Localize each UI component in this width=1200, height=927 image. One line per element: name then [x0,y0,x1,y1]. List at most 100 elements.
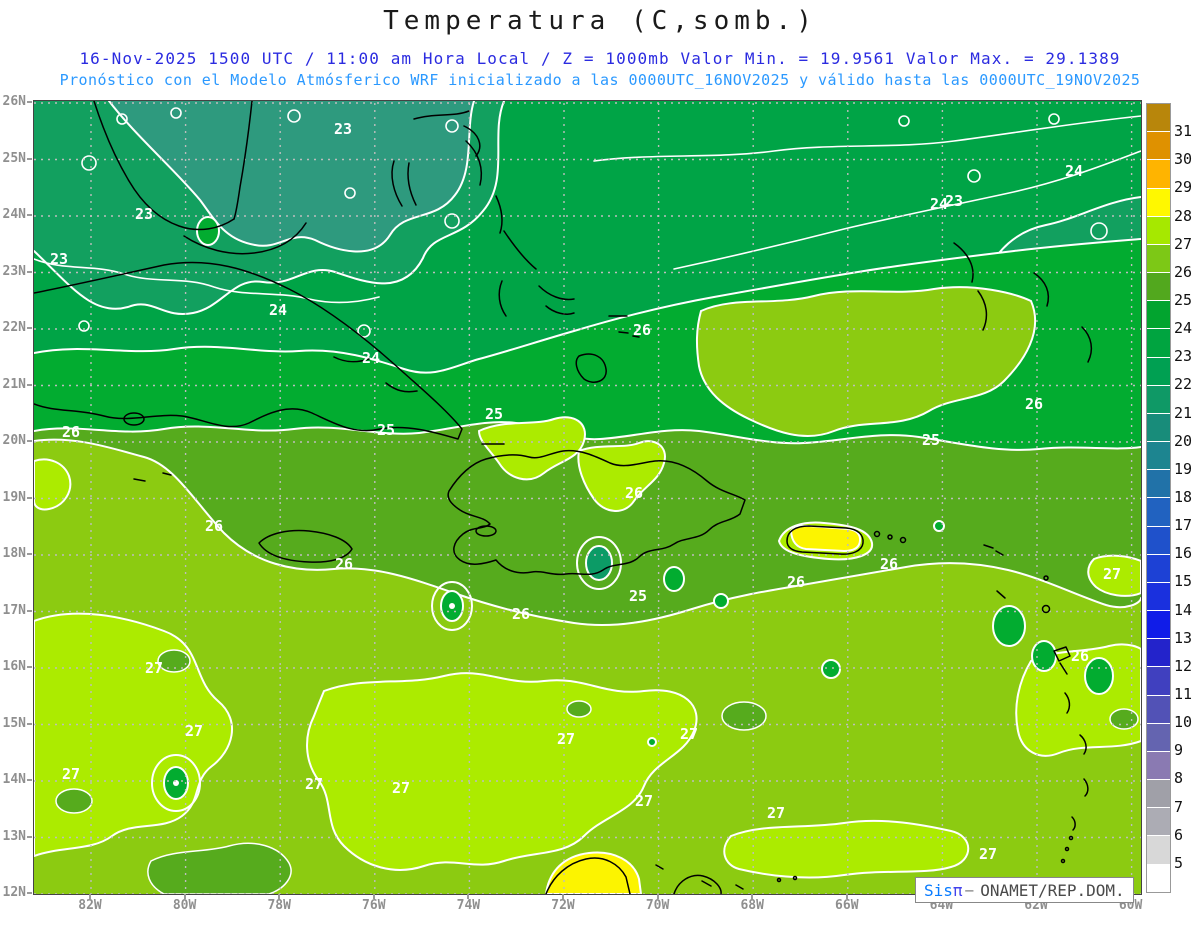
lon-tick-label: 80W [172,898,197,913]
contour-label-23: 23 [50,250,68,268]
contour-26-line [34,438,1141,627]
colorbar-tick-label: 16 [1174,544,1193,563]
lat-tick-mark [27,327,32,329]
colorbar-segment [1147,301,1170,330]
contour-ring [78,320,90,332]
blob-27-haiti-a [477,416,586,481]
contour-label-24: 24 [930,195,948,213]
colorbar-tick-label: 18 [1174,488,1193,506]
colorbar-tick-label: 19 [1174,459,1193,478]
colorbar-segment [1147,723,1170,752]
colorbar-tick-label: 8 [1174,769,1184,788]
contour-ring [344,187,356,199]
blob-27-bottomright [723,819,970,879]
contour-ring [1090,222,1108,240]
coast-cuba [34,261,463,440]
lon-tick-label: 70W [645,898,670,913]
coast-florida-keys [183,222,307,255]
contour-label-27: 27 [305,775,323,793]
subtitle-model: Pronóstico con el Modelo Atmósferico WRF… [59,71,1141,89]
contour-label-26: 26 [787,573,805,591]
contour-ring [898,115,910,127]
coast-st-martin [983,544,1004,556]
contour-label-23: 23 [945,192,963,210]
colorbar-tick-label: 14 [1174,600,1193,619]
contour-label-27: 27 [557,730,575,748]
contour-label-23: 23 [334,120,352,138]
map-plot-area: 23 23 23 23 24 24 24 24 25 25 25 25 26 26 26 26 26 26 26 26… [33,100,1142,895]
contour-label-26: 26 [633,321,651,339]
lat-tick-label: 14N [2,772,26,787]
contour-label-23: 23 [135,205,153,223]
colorbar-tick-label: 24 [1174,319,1193,338]
contour-label-27: 27 [635,792,653,810]
lat-tick-mark [27,214,32,216]
lon-tick-mark [278,894,281,899]
colorbar-tick-label: 13 [1174,628,1193,647]
lat-tick-mark [27,835,32,838]
colorbar-tick-label: 9 [1174,741,1184,760]
colorbar-tick-label: 11 [1174,685,1193,703]
coast-grenadines [1068,835,1074,841]
colorbar-segment [1147,751,1170,781]
olive-spot [55,788,93,814]
colorbar-segment [1147,216,1170,245]
fill-21c [109,101,474,252]
colorbar-segment [1147,554,1170,583]
lon-tick-mark [751,894,754,899]
watermark-brand: Sis [924,880,953,900]
colorbar-tick-label: 28 [1174,206,1193,225]
cool-spot [713,593,729,609]
olive-spot [157,649,191,673]
contour-label-25: 25 [922,431,940,449]
contour-label-27: 27 [767,804,785,822]
contour-23-west [34,258,380,304]
colorbar-segment [1147,695,1170,724]
lon-tick-label: 76W [362,898,386,913]
warm-spot-24 [196,216,220,246]
lat-tick-label: 18N [2,546,26,561]
blob-28-guajira [544,851,643,894]
watermark-badge: Sis π − ONAMET/REP.DOM. [915,877,1134,903]
subtitle-validtime: 16-Nov-2025 1500 UTC / 11:00 am Hora Loc… [79,49,1121,68]
lat-tick-label: 25N [2,150,26,166]
coast-aruba [655,864,664,870]
colorbar-segment [1147,188,1170,217]
coast-long-island [503,230,537,270]
lon-tick-mark [183,894,186,899]
colorbar-segment [1147,498,1170,527]
contour-label-25: 25 [629,587,647,605]
warm-maxima [544,524,862,894]
contour-label-26: 26 [62,423,80,441]
lat-tick-label: 16N [2,659,26,674]
contour-22-line [108,101,475,253]
contour-label-24: 24 [362,349,380,367]
contour-top [593,115,1141,162]
coast-isla-juventud [123,412,145,426]
lat-tick-label: 12N [2,885,26,900]
colorbar-tick-label: 20 [1174,431,1193,450]
cool-spot [647,737,657,747]
colorbar-tick-label: 7 [1174,797,1184,816]
lat-tick-label: 20N [2,433,26,448]
coast-cat-island [495,195,503,234]
lat-tick-label: 13N [2,828,26,844]
blob-27-southcenter [306,672,698,871]
colorbar-segment [1147,104,1170,133]
coast-curacao [701,880,712,887]
lon-tick-label: 78W [267,898,291,913]
coast-grenadines [1064,846,1070,852]
colorbar-segment [1147,526,1170,555]
lat-tick-mark [27,779,32,781]
lon-tick-label: 72W [551,898,575,913]
contour-label-27: 27 [979,845,997,863]
coastlines [34,101,1093,894]
cool-spots [151,520,1114,812]
coast-florida-east [233,101,253,220]
coast-los-roques [776,877,782,883]
coast-barbuda [1043,575,1049,581]
coast-florida [93,101,235,231]
contour-label-24: 24 [269,301,287,319]
colorbar-segment [1147,357,1170,386]
